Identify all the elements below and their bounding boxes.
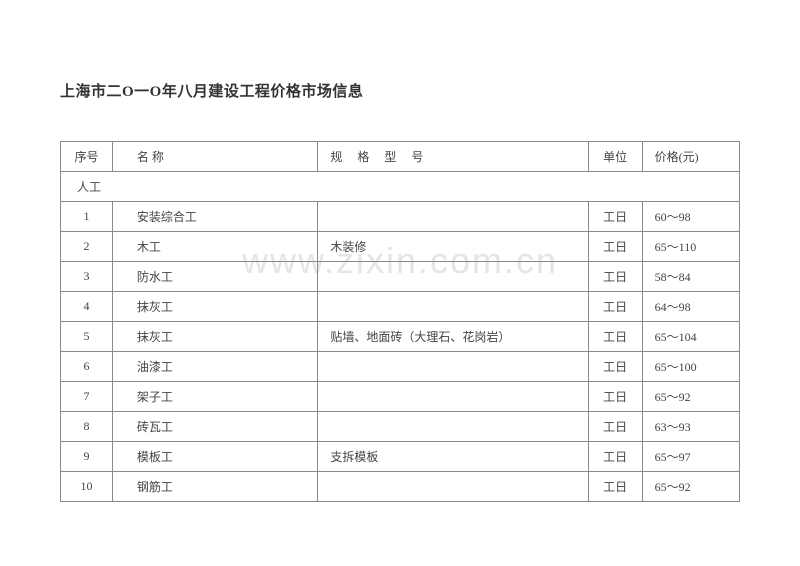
cell-spec [318, 382, 588, 412]
cell-name: 模板工 [112, 442, 317, 472]
price-table: 序号 名 称 规 格 型 号 单位 价格(元) 人工 1安装综合工工日60～98… [60, 141, 740, 502]
table-row: 3防水工 工日58～84 [61, 262, 740, 292]
header-price: 价格(元) [642, 142, 739, 172]
table-row: 6油漆工 工日65～100 [61, 352, 740, 382]
cell-unit: 工日 [588, 232, 642, 262]
table-body: 人工 1安装综合工工日60～982木工木装修工日65～1103防水工工日58～8… [61, 172, 740, 502]
cell-seq: 7 [61, 382, 113, 412]
cell-price: 65～110 [642, 232, 739, 262]
cell-spec: 木装修 [318, 232, 588, 262]
cell-spec: 贴墙、地面砖（大理石、花岗岩） [318, 322, 588, 352]
cell-seq: 3 [61, 262, 113, 292]
cell-unit: 工日 [588, 472, 642, 502]
header-name: 名 称 [112, 142, 317, 172]
cell-name: 油漆工 [112, 352, 317, 382]
cell-seq: 9 [61, 442, 113, 472]
cell-spec [318, 472, 588, 502]
cell-name: 木工 [112, 232, 317, 262]
cell-price: 64～98 [642, 292, 739, 322]
table-row: 5抹灰工贴墙、地面砖（大理石、花岗岩）工日65～104 [61, 322, 740, 352]
cell-unit: 工日 [588, 292, 642, 322]
table-row: 8砖瓦工 工日63～93 [61, 412, 740, 442]
cell-name: 安装综合工 [112, 202, 317, 232]
cell-spec [318, 262, 588, 292]
cell-seq: 6 [61, 352, 113, 382]
cell-price: 65～92 [642, 382, 739, 412]
cell-price: 65～104 [642, 322, 739, 352]
header-seq: 序号 [61, 142, 113, 172]
table-row: 1安装综合工 工日60～98 [61, 202, 740, 232]
table-row: 4抹灰工 工日64～98 [61, 292, 740, 322]
header-spec: 规 格 型 号 [318, 142, 588, 172]
cell-name: 防水工 [112, 262, 317, 292]
cell-unit: 工日 [588, 352, 642, 382]
table-row: 10钢筋工 工日65～92 [61, 472, 740, 502]
table-row: 7架子工 工日65～92 [61, 382, 740, 412]
cell-name: 抹灰工 [112, 292, 317, 322]
cell-seq: 10 [61, 472, 113, 502]
cell-seq: 5 [61, 322, 113, 352]
cell-seq: 4 [61, 292, 113, 322]
cell-price: 58～84 [642, 262, 739, 292]
cell-seq: 8 [61, 412, 113, 442]
header-unit: 单位 [588, 142, 642, 172]
cell-unit: 工日 [588, 442, 642, 472]
cell-unit: 工日 [588, 262, 642, 292]
cell-price: 65～97 [642, 442, 739, 472]
cell-unit: 工日 [588, 412, 642, 442]
cell-spec: 支拆模板 [318, 442, 588, 472]
cell-unit: 工日 [588, 202, 642, 232]
cell-unit: 工日 [588, 322, 642, 352]
cell-price: 65～92 [642, 472, 739, 502]
cell-price: 63～93 [642, 412, 739, 442]
cell-name: 钢筋工 [112, 472, 317, 502]
table-header-row: 序号 名 称 规 格 型 号 单位 价格(元) [61, 142, 740, 172]
page-title: 上海市二O一O年八月建设工程价格市场信息 [60, 80, 740, 101]
cell-price: 60～98 [642, 202, 739, 232]
table-row: 9模板工支拆模板工日65～97 [61, 442, 740, 472]
cell-seq: 1 [61, 202, 113, 232]
category-cell: 人工 [61, 172, 740, 202]
cell-seq: 2 [61, 232, 113, 262]
category-row: 人工 [61, 172, 740, 202]
cell-name: 抹灰工 [112, 322, 317, 352]
cell-spec [318, 202, 588, 232]
table-row: 2木工木装修工日65～110 [61, 232, 740, 262]
cell-name: 砖瓦工 [112, 412, 317, 442]
cell-unit: 工日 [588, 382, 642, 412]
cell-price: 65～100 [642, 352, 739, 382]
cell-spec [318, 292, 588, 322]
cell-name: 架子工 [112, 382, 317, 412]
cell-spec [318, 352, 588, 382]
cell-spec [318, 412, 588, 442]
